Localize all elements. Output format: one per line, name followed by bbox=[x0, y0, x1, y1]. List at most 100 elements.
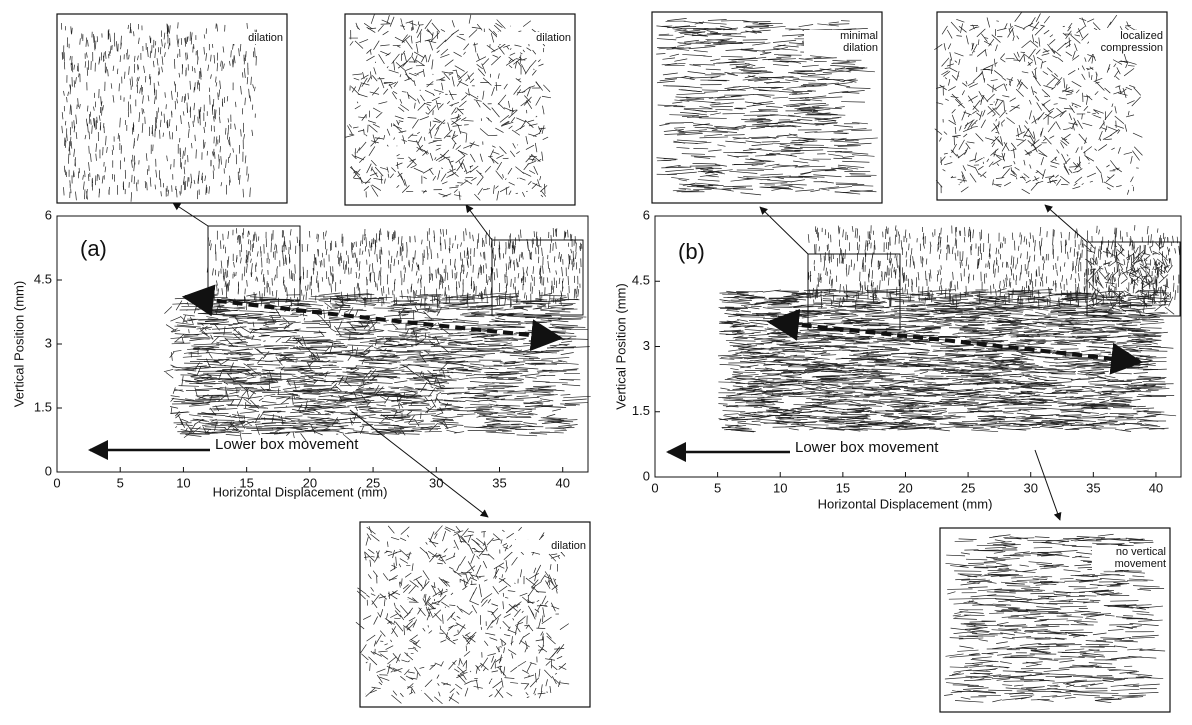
vector bbox=[296, 349, 325, 350]
vector bbox=[440, 229, 441, 234]
y-tick-label: 4.5 bbox=[34, 271, 52, 286]
y-tick-label: 1.5 bbox=[34, 399, 52, 414]
vector bbox=[547, 277, 548, 282]
vector bbox=[961, 273, 962, 281]
vector bbox=[436, 308, 459, 309]
vector bbox=[550, 244, 551, 253]
vector bbox=[1013, 273, 1014, 280]
vector bbox=[242, 316, 256, 317]
vector bbox=[253, 234, 254, 241]
vector bbox=[404, 274, 405, 282]
vector bbox=[533, 381, 550, 382]
vector bbox=[478, 233, 479, 242]
vector bbox=[1020, 253, 1021, 258]
vector bbox=[256, 277, 257, 281]
vector bbox=[826, 268, 827, 275]
vector bbox=[265, 324, 275, 325]
vector bbox=[473, 235, 474, 241]
vector bbox=[251, 300, 268, 301]
vector bbox=[407, 414, 436, 416]
vector bbox=[182, 376, 183, 386]
vector bbox=[260, 331, 287, 333]
vector bbox=[530, 250, 531, 259]
vector bbox=[448, 285, 449, 290]
vector bbox=[1071, 274, 1072, 280]
vector bbox=[532, 347, 541, 349]
vector bbox=[1012, 233, 1013, 240]
vector bbox=[897, 258, 898, 267]
vector bbox=[285, 416, 303, 417]
vector bbox=[578, 289, 579, 297]
vector bbox=[468, 261, 469, 268]
vector bbox=[311, 296, 325, 297]
vector bbox=[275, 355, 294, 356]
vector bbox=[952, 247, 953, 254]
vector bbox=[402, 290, 403, 298]
vector bbox=[348, 322, 356, 331]
vector bbox=[413, 290, 414, 300]
vector bbox=[348, 255, 349, 264]
vector bbox=[466, 228, 467, 235]
vector bbox=[209, 240, 210, 246]
vector bbox=[291, 314, 302, 315]
vector bbox=[870, 234, 871, 240]
vector bbox=[247, 280, 248, 287]
vector bbox=[418, 421, 424, 423]
vector bbox=[964, 237, 965, 242]
vector bbox=[574, 263, 575, 267]
vector bbox=[303, 295, 304, 300]
vector bbox=[1115, 244, 1116, 254]
vector bbox=[283, 387, 300, 389]
vector bbox=[393, 232, 394, 239]
vector bbox=[1010, 282, 1011, 288]
vector bbox=[510, 233, 511, 239]
vector bbox=[422, 240, 423, 245]
vector bbox=[523, 360, 553, 361]
vector bbox=[568, 230, 569, 238]
vector bbox=[388, 260, 389, 268]
vector bbox=[395, 420, 404, 422]
vector bbox=[367, 382, 393, 383]
vector bbox=[268, 283, 269, 287]
y-tick-label: 3 bbox=[45, 335, 52, 350]
vector bbox=[249, 390, 256, 394]
vector bbox=[445, 272, 446, 282]
vector bbox=[324, 310, 325, 319]
vector bbox=[225, 339, 246, 340]
vector bbox=[286, 406, 287, 407]
vector bbox=[564, 231, 565, 240]
vector bbox=[1060, 283, 1061, 289]
vector bbox=[256, 234, 257, 242]
vector bbox=[563, 396, 590, 397]
vector bbox=[551, 235, 552, 242]
vector bbox=[562, 384, 580, 385]
vector bbox=[554, 430, 566, 431]
vector bbox=[284, 345, 295, 346]
vector bbox=[240, 411, 259, 413]
vector bbox=[171, 337, 193, 339]
vector bbox=[290, 240, 291, 249]
vector bbox=[214, 388, 223, 389]
vector bbox=[316, 276, 317, 283]
vector bbox=[894, 267, 895, 272]
vector bbox=[306, 308, 320, 309]
vector bbox=[278, 388, 279, 394]
vector bbox=[441, 380, 457, 381]
vector bbox=[398, 404, 399, 409]
vector bbox=[479, 267, 480, 274]
vector bbox=[330, 343, 333, 353]
vector bbox=[295, 337, 313, 338]
vector bbox=[276, 245, 277, 254]
vector bbox=[341, 256, 342, 263]
vector bbox=[214, 336, 233, 337]
vector bbox=[1173, 283, 1174, 292]
vector bbox=[552, 409, 561, 411]
vector bbox=[339, 426, 349, 427]
vector bbox=[374, 348, 381, 350]
y-axis-label: Vertical Position (mm) bbox=[11, 281, 26, 407]
vector bbox=[955, 238, 956, 246]
vector bbox=[1068, 252, 1069, 259]
vector bbox=[1167, 279, 1168, 287]
vector bbox=[244, 408, 257, 410]
vector bbox=[910, 259, 911, 267]
